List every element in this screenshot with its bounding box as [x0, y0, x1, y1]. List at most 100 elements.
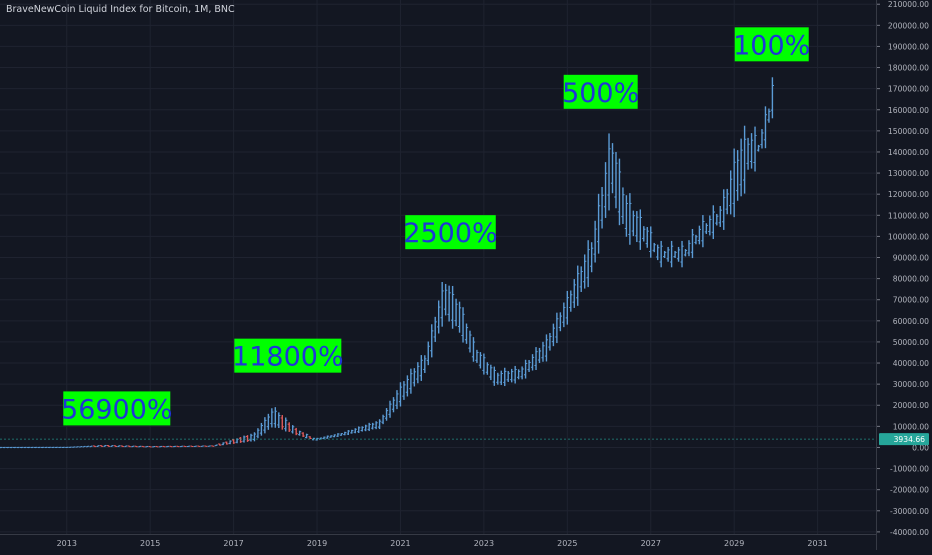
ohlc-bar	[548, 333, 552, 351]
ohlc-bar	[499, 370, 503, 386]
ohlc-bar	[322, 436, 326, 440]
ohlc-bar	[117, 445, 121, 448]
y-tick-label: 110000.00	[888, 211, 929, 220]
ohlc-bar	[371, 422, 375, 430]
x-tick-label: 2023	[474, 539, 494, 548]
ohlc-bar	[61, 446, 65, 449]
ohlc-bar	[72, 446, 76, 448]
ohlc-bar	[360, 426, 364, 432]
y-tick-label: 60000.00	[893, 317, 929, 326]
ohlc-bar	[148, 446, 152, 448]
current-price-label: 3934.66	[894, 435, 926, 444]
ohlc-bar	[343, 431, 347, 436]
annotations-layer: 56900% 11800% 2500% 500% 100%	[61, 27, 810, 426]
ohlc-bar	[614, 151, 618, 209]
ohlc-bar	[252, 432, 257, 442]
ohlc-bar	[468, 330, 472, 353]
y-tick-label: 210000.00	[888, 0, 929, 9]
ohlc-bar	[645, 227, 649, 248]
ohlc-bar	[694, 234, 698, 245]
y-tick-label: 50000.00	[893, 338, 929, 347]
ohlc-bar	[656, 244, 660, 261]
ohlc-bar	[607, 133, 611, 211]
ohlc-bar	[708, 215, 712, 236]
ohlc-bar	[346, 430, 350, 436]
ohlc-bar	[416, 362, 420, 384]
ohlc-bar	[266, 413, 270, 430]
ohlc-bar	[0, 446, 3, 449]
ohlc-bar	[89, 445, 93, 448]
ohlc-bar	[517, 369, 521, 380]
y-axis-panel[interactable]: 210000.00 200000.00 190000.00 180000.00 1700…	[876, 0, 932, 550]
ohlc-bar	[409, 368, 413, 394]
ohlc-bar	[482, 353, 486, 375]
ohlc-bar	[746, 137, 750, 170]
ohlc-bar	[642, 226, 646, 242]
ohlc-bar	[579, 266, 583, 292]
ohlc-bar	[138, 445, 142, 448]
x-axis-panel[interactable]: 2013 2015 2017 2019 2021 2023 2025 2027 2029 2031	[0, 534, 876, 551]
ohlc-bar	[471, 337, 476, 362]
ohlc-bar	[756, 144, 761, 152]
ohlc-bar	[6, 446, 10, 449]
ohlc-bar	[447, 285, 451, 322]
y-tick-label: 10000.00	[893, 422, 929, 431]
ohlc-bar	[402, 381, 406, 400]
ohlc-bar	[336, 433, 340, 437]
chart-title: BraveNewCoin Liquid Index for Bitcoin, 1…	[6, 4, 235, 15]
x-tick-label: 2029	[724, 539, 744, 548]
ohlc-bar	[544, 334, 549, 362]
ohlc-bar	[520, 366, 524, 380]
bars-layer	[0, 77, 775, 449]
ohlc-bar	[524, 359, 528, 379]
ohlc-bar	[576, 265, 580, 306]
ohlc-bar	[65, 446, 69, 449]
ohlc-bar	[736, 150, 740, 201]
annotation-label: 100%	[733, 27, 810, 61]
ohlc-bar	[666, 246, 670, 262]
ohlc-bar	[9, 446, 13, 449]
y-tick-label: -10000.00	[890, 465, 929, 474]
ohlc-bar	[124, 445, 128, 448]
ohlc-bar	[527, 360, 531, 372]
ohlc-bar	[245, 435, 250, 442]
ohlc-bar	[273, 407, 277, 428]
ohlc-bar	[770, 77, 775, 119]
ohlc-bar	[207, 445, 211, 447]
ohlc-bar	[388, 400, 392, 418]
ohlc-bar	[687, 240, 691, 257]
ohlc-bar	[673, 250, 677, 259]
y-tick-label: 20000.00	[893, 401, 929, 410]
ohlc-bar	[357, 426, 361, 434]
x-tick-label: 2019	[307, 539, 327, 548]
ohlc-bar	[492, 366, 496, 386]
x-tick-label: 2027	[641, 539, 661, 548]
ohlc-bar	[440, 281, 444, 327]
ohlc-bar	[159, 445, 163, 448]
ohlc-bar	[106, 444, 111, 447]
ohlc-bar	[537, 347, 542, 364]
ohlc-bar	[190, 445, 194, 448]
ohlc-bar	[711, 205, 715, 240]
ohlc-bar	[339, 433, 343, 436]
ohlc-bar	[308, 436, 312, 440]
ohlc-bar	[86, 445, 90, 448]
y-tick-label: 90000.00	[893, 254, 929, 263]
ohlc-bar	[391, 397, 396, 413]
ohlc-bar	[405, 375, 410, 397]
y-tick-label: -30000.00	[890, 507, 929, 516]
ohlc-bar	[593, 220, 597, 263]
ohlc-bar	[437, 300, 441, 334]
ohlc-bar	[249, 433, 253, 442]
ohlc-bar	[683, 249, 688, 257]
ohlc-bar	[270, 408, 274, 428]
ohlc-bar	[193, 445, 197, 447]
ohlc-bar	[332, 434, 337, 438]
ohlc-bar	[172, 445, 177, 448]
ohlc-bar	[412, 368, 416, 387]
ohlc-bar	[485, 362, 489, 375]
ohlc-bar	[659, 240, 663, 268]
ohlc-bar	[350, 429, 354, 434]
ohlc-bar	[513, 365, 517, 384]
